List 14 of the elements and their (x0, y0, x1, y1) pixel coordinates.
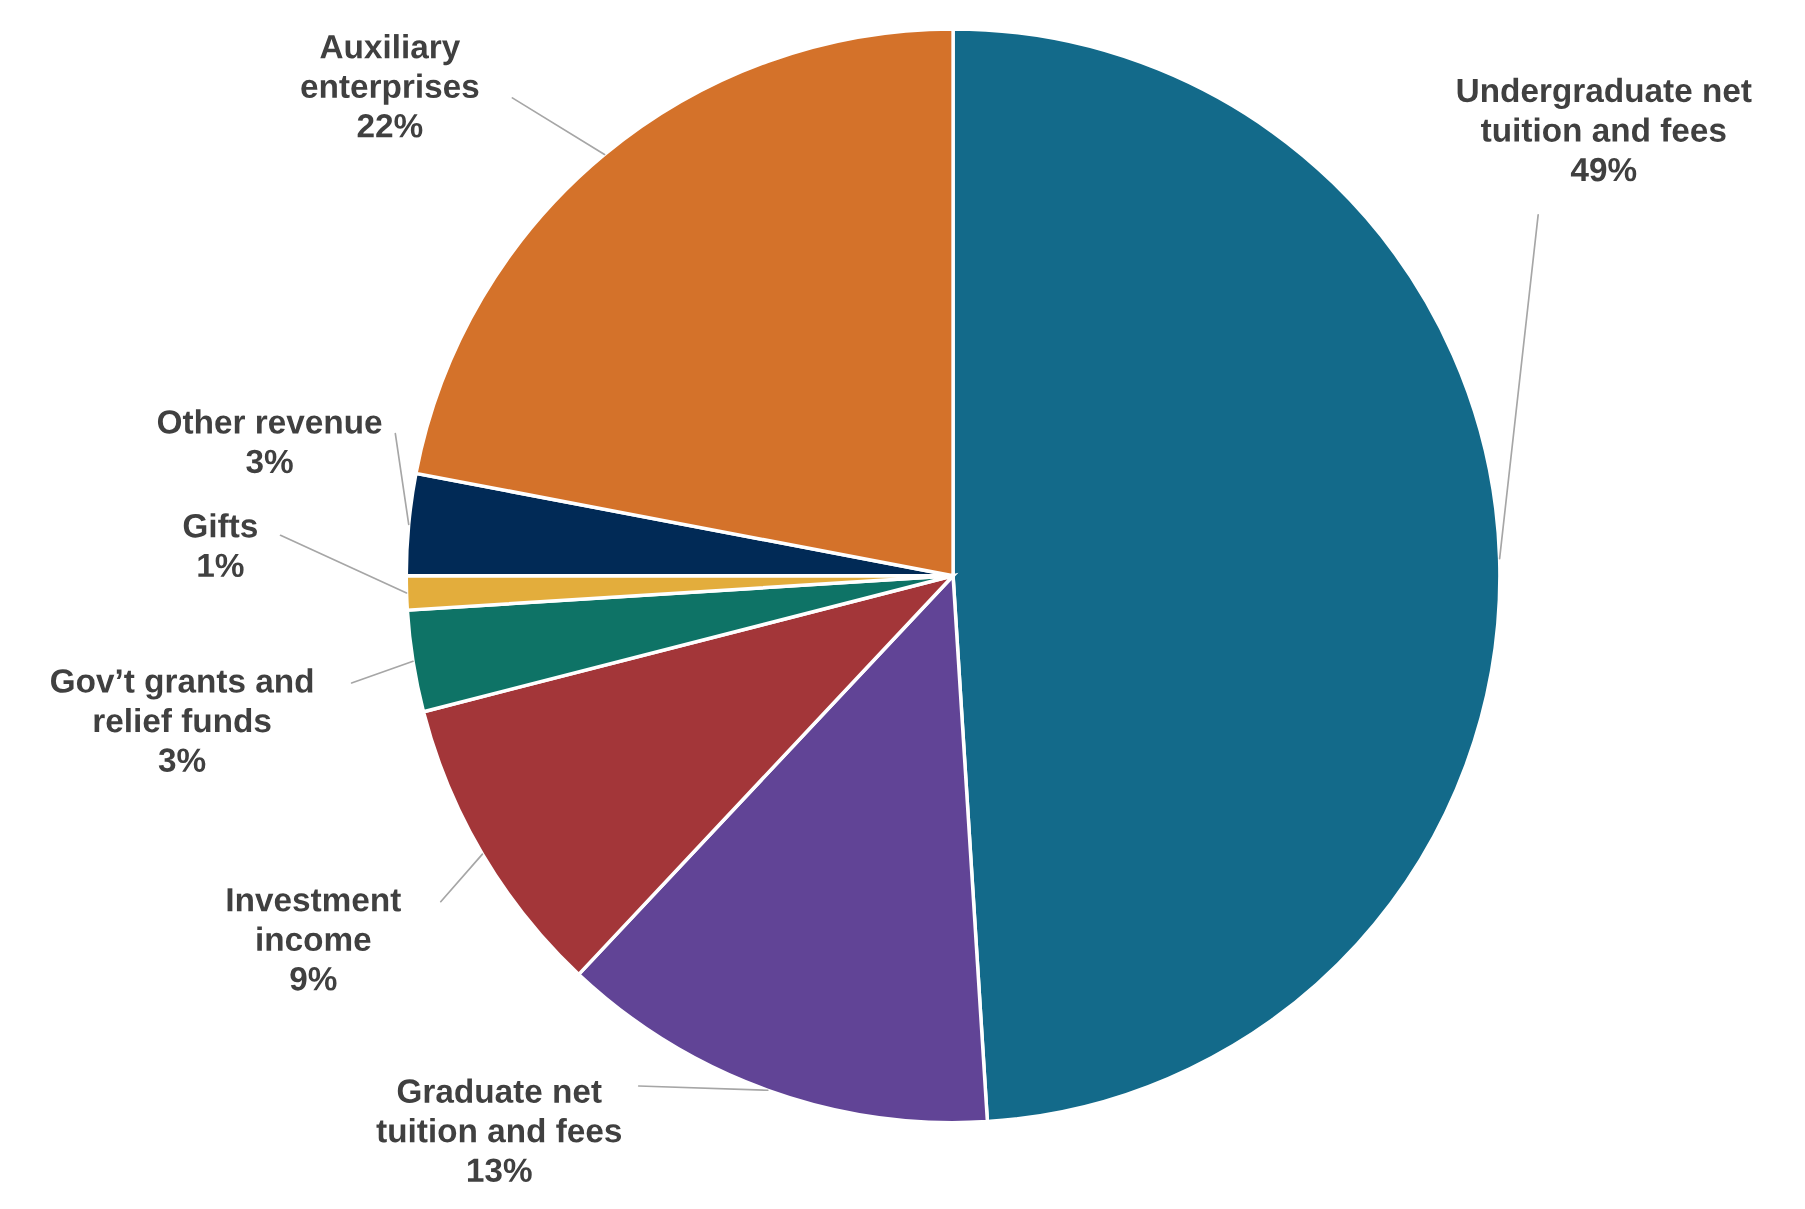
data-label: 13% (467, 1158, 532, 1183)
slice-label: Undergraduate net tuition and fees (1457, 77, 1752, 142)
slice-label: Gov’t grants and relief funds (51, 668, 313, 733)
data-label: 1% (198, 553, 244, 578)
slice-label: Investment income (227, 888, 401, 952)
slice-label: Other revenue (157, 409, 382, 434)
data-label: 22% (357, 114, 423, 138)
data-label: 9% (290, 967, 337, 991)
slice-label: Auxiliary enterprises (301, 34, 479, 105)
slice-label: Gifts (183, 513, 257, 538)
data-label: 49% (1570, 157, 1637, 182)
data-label: 3% (158, 748, 206, 773)
slice-label: Graduate net tuition and fees (376, 1078, 622, 1143)
data-label: 3% (246, 449, 293, 474)
